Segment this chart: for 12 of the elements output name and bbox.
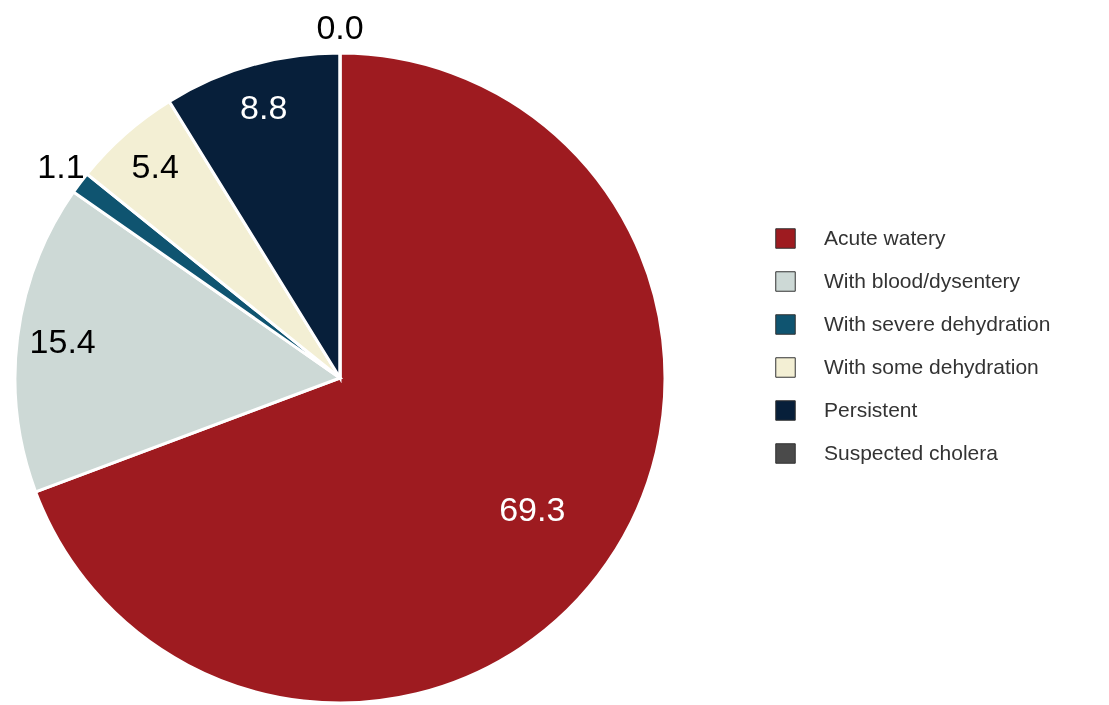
legend-label: Acute watery xyxy=(824,225,946,249)
data-label: 8.8 xyxy=(240,88,288,127)
legend-label: Persistent xyxy=(824,397,918,421)
data-label: 1.1 xyxy=(37,147,85,186)
data-label: 69.3 xyxy=(499,490,566,529)
legend-label: With severe dehydration xyxy=(824,311,1051,335)
legend-label: With some dehydration xyxy=(824,354,1039,378)
legend-label: With blood/dysentery xyxy=(824,268,1021,292)
data-label: 5.4 xyxy=(131,147,179,186)
legend-label: Suspected cholera xyxy=(824,440,999,464)
data-label: 15.4 xyxy=(29,321,96,360)
text: 0.0 xyxy=(316,8,364,46)
